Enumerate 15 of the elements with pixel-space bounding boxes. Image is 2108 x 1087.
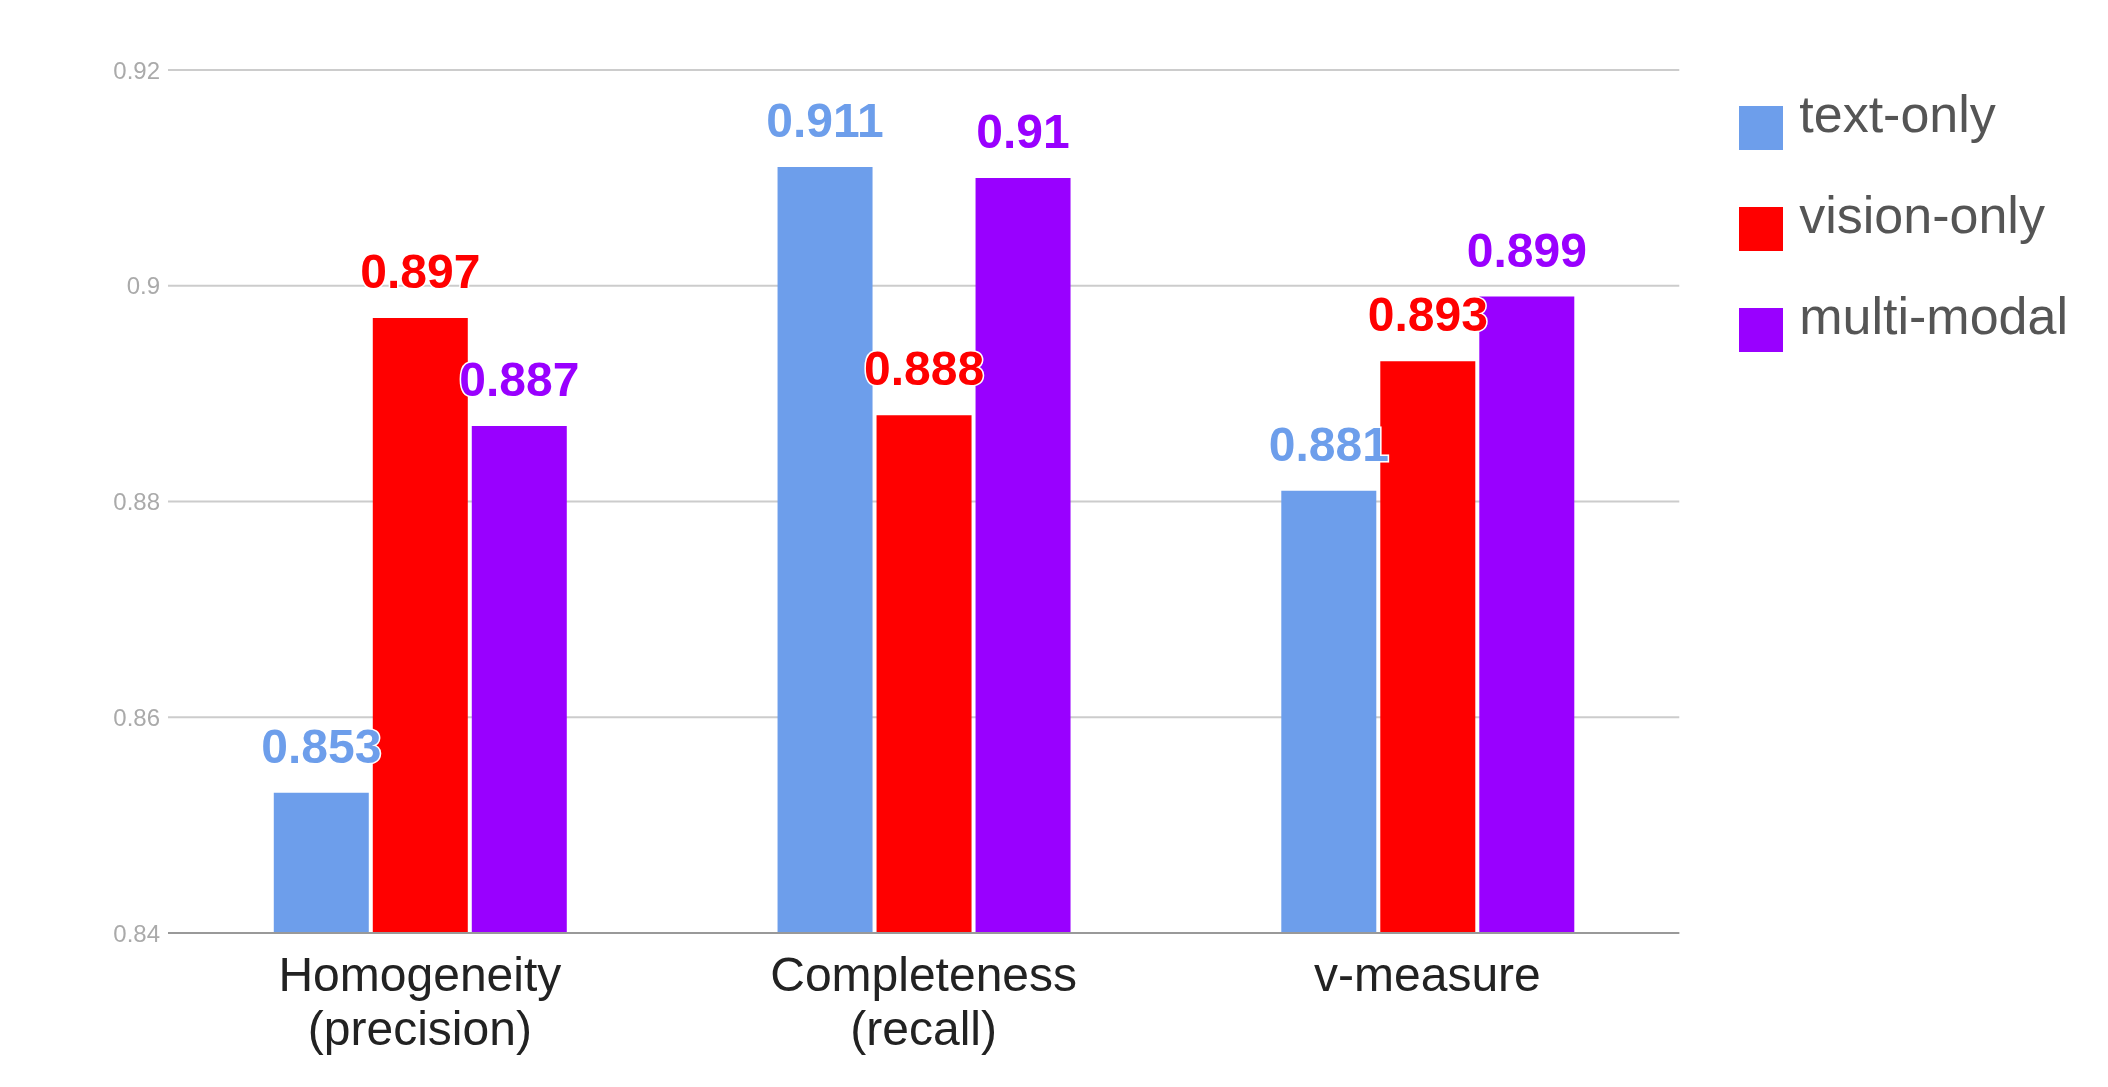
- legend-label: text-only: [1799, 85, 1996, 143]
- y-tick-label: 0.84: [113, 919, 160, 947]
- x-tick-label: Completeness (recall): [770, 948, 1078, 1055]
- data-label: 0.899: [1466, 223, 1587, 277]
- data-label: 0.91: [976, 104, 1070, 158]
- y-tick-label: 0.88: [113, 488, 160, 516]
- legend-label: vision-only: [1799, 186, 2045, 244]
- data-label: 0.911: [766, 94, 884, 148]
- x-tick-label: Homogeneity (precision): [278, 948, 562, 1055]
- y-tick-label: 0.9: [126, 272, 160, 300]
- y-tick-label: 0.86: [113, 703, 160, 731]
- x-tick-label: v-measure: [1314, 948, 1541, 1001]
- data-label: 0.897: [360, 245, 481, 299]
- legend-label: multi-modal: [1799, 287, 2068, 345]
- y-tick-label: 0.92: [113, 56, 160, 84]
